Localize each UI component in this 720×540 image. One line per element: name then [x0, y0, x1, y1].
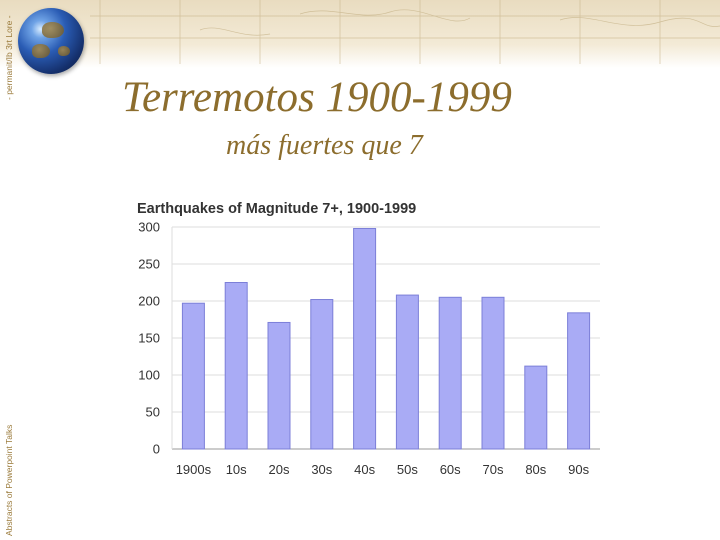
map-banner: [0, 0, 720, 68]
x-tick-label: 10s: [226, 462, 247, 477]
y-tick-label: 250: [138, 257, 160, 272]
y-tick-label: 300: [138, 220, 160, 235]
bar-20s: [267, 321, 291, 450]
bar-60s: [438, 296, 462, 450]
map-lines-decoration: [90, 0, 720, 64]
bar-80s: [524, 365, 548, 450]
x-tick-label: 1900s: [176, 462, 212, 477]
slide-subtitle: más fuertes que 7: [226, 130, 423, 161]
x-tick-label: 20s: [269, 462, 290, 477]
bar-30s: [310, 299, 334, 450]
y-tick-label: 0: [153, 442, 160, 457]
slide-title: Terremotos 1900-1999: [122, 74, 512, 121]
y-tick-label: 150: [138, 331, 160, 346]
x-tick-label: 40s: [354, 462, 375, 477]
y-tick-label: 100: [138, 368, 160, 383]
globe-icon: [18, 8, 84, 74]
y-tick-label: 200: [138, 294, 160, 309]
x-tick-label: 30s: [311, 462, 332, 477]
chart-title: Earthquakes of Magnitude 7+, 1900-1999: [137, 201, 416, 217]
bar-40s: [353, 227, 377, 450]
bar-70s: [481, 296, 505, 450]
bar-1900s: [181, 302, 205, 450]
x-tick-label: 70s: [483, 462, 504, 477]
x-tick-label: 90s: [568, 462, 589, 477]
x-tick-label: 60s: [440, 462, 461, 477]
x-tick-label: 80s: [525, 462, 546, 477]
x-tick-label: 50s: [397, 462, 418, 477]
bar-90s: [567, 312, 591, 450]
bar-10s: [224, 282, 248, 450]
y-tick-label: 50: [146, 405, 160, 420]
bar-50s: [395, 294, 419, 450]
